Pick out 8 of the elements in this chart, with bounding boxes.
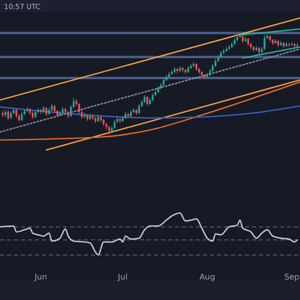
- x-tick-label: Jul: [116, 272, 128, 282]
- x-tick-label: Jun: [34, 272, 48, 282]
- candlestick: [288, 42, 290, 48]
- candlestick: [264, 34, 266, 50]
- candlestick: [239, 34, 241, 38]
- x-tick-label: Sep: [284, 272, 300, 282]
- candlestick: [138, 104, 140, 114]
- x-tick-label: Aug: [199, 272, 216, 282]
